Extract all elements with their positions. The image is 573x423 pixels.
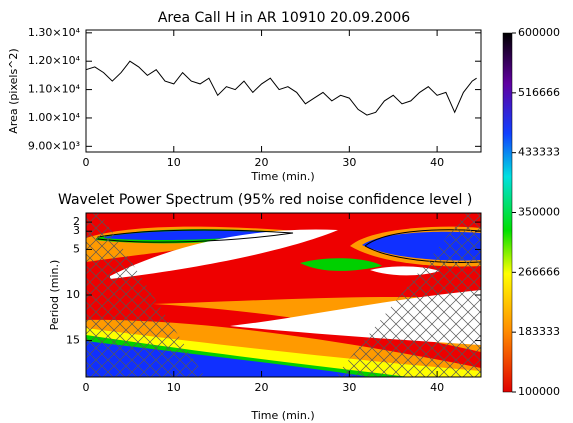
cone-of-influence [335, 213, 481, 377]
contour-plot [86, 213, 481, 377]
plot-frame [85, 29, 482, 153]
x-tick-label: 30 [342, 381, 356, 394]
contour-level [300, 258, 382, 271]
y-tick-label: 3 [73, 224, 80, 237]
y-tick-label: 5 [73, 242, 80, 255]
x-tick-label: 20 [255, 156, 269, 169]
chart-title: Wavelet Power Spectrum (95% red noise co… [58, 192, 472, 208]
y-tick-label: 9.00×10³ [28, 139, 80, 152]
x-tick-label: 0 [83, 156, 90, 169]
y-tick-label: 10 [66, 288, 80, 301]
y-axis-label: Period (min.) [48, 260, 61, 331]
colorbar-tick-label: 183333 [518, 325, 560, 338]
y-tick-label: 1.20×10⁴ [28, 54, 81, 67]
cone-of-influence [86, 213, 205, 377]
y-tick-label: 15 [66, 334, 80, 347]
x-tick-label: 0 [83, 381, 90, 394]
x-axis-label: Time (min.) [250, 170, 314, 183]
x-tick-label: 20 [255, 381, 269, 394]
chart-title: Area Call H in AR 10910 20.09.2006 [158, 10, 410, 26]
y-tick-label: 2 [73, 215, 80, 228]
y-tick-label: 1.00×10⁴ [28, 111, 81, 124]
x-tick-label: 40 [430, 381, 444, 394]
contour-gap [110, 229, 338, 279]
contour-level [104, 230, 288, 241]
colorbar-tick-label: 600000 [518, 26, 560, 39]
colorbar-tick-label: 433333 [518, 146, 560, 159]
contour-level [86, 302, 481, 368]
x-tick-label: 40 [430, 156, 444, 169]
colorbar-tick-label: 350000 [518, 206, 560, 219]
colorbar-tick-label: 266666 [518, 265, 560, 278]
y-tick-label: 1.30×10⁴ [28, 26, 81, 39]
colorbar [502, 32, 513, 393]
y-axis-label: Area (pixels^2) [7, 48, 20, 133]
x-tick-label: 10 [167, 381, 181, 394]
x-tick-label: 30 [342, 156, 356, 169]
y-tick-label: 1.10×10⁴ [28, 83, 81, 96]
data-line [85, 60, 477, 116]
x-tick-label: 10 [167, 156, 181, 169]
significance-contour [97, 229, 294, 243]
x-axis-label: Time (min.) [250, 409, 314, 422]
colorbar-tick-label: 100000 [518, 385, 560, 398]
colorbar-tick-label: 516666 [518, 86, 560, 99]
